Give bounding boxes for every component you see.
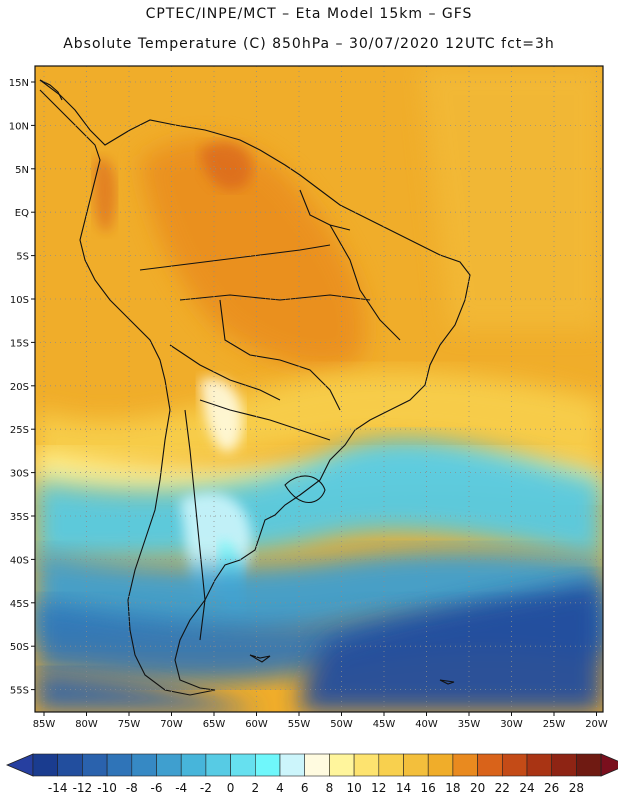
lat-label: 45S: [10, 599, 29, 610]
lat-label: 10S: [10, 295, 29, 306]
colorbar-tick-label: -8: [126, 781, 138, 795]
colorbar-swatch: [304, 753, 330, 777]
lon-label: 35W: [458, 719, 481, 730]
lat-label: 15N: [9, 78, 29, 89]
map-title-line-2: Absolute Temperature (C) 850hPa – 30/07/…: [63, 36, 555, 52]
lat-label: 50S: [10, 642, 29, 653]
colorbar-swatch: [57, 753, 83, 777]
colorbar-tick-label: -14: [48, 781, 68, 795]
colorbar-swatch: [230, 753, 256, 777]
lat-label: 25S: [10, 425, 29, 436]
lat-label: 40S: [10, 555, 29, 566]
latitude-ticks: [31, 81, 35, 691]
colorbar-tick-label: -6: [151, 781, 163, 795]
lat-label: 35S: [10, 512, 29, 523]
lat-label: 20S: [10, 382, 29, 393]
lat-label: 10N: [9, 121, 29, 132]
colorbar-tick-label: 20: [470, 781, 485, 795]
colorbar-tick-label: 16: [421, 781, 436, 795]
colorbar-tick-label: 10: [346, 781, 361, 795]
colorbar-tick-label: 18: [445, 781, 460, 795]
colorbar-swatch: [180, 753, 207, 777]
longitude-labels: 85W 80W 75W 70W 65W 60W 55W 50W 45W 40W 35W 30W 25W 2…: [33, 719, 608, 730]
colorbar-swatch: [477, 753, 503, 777]
colorbar-swatch: [82, 753, 108, 777]
colorbar-swatch: [255, 753, 281, 777]
colorbar-tick-label: 14: [396, 781, 411, 795]
lon-label: 20W: [585, 719, 608, 730]
colorbar-swatch: [156, 753, 182, 777]
lon-label: 75W: [118, 719, 141, 730]
colorbar-tick-label: 22: [495, 781, 510, 795]
lon-label: 80W: [75, 719, 98, 730]
lat-label: EQ: [15, 208, 29, 219]
lon-label: 30W: [500, 719, 523, 730]
colorbar-swatch: [403, 753, 429, 777]
colorbar-tick-label: 26: [544, 781, 559, 795]
colorbar-swatch: [501, 753, 528, 777]
colorbar-swatch: [378, 753, 404, 777]
lon-label: 50W: [330, 719, 353, 730]
colorbar-swatch: [329, 753, 355, 777]
lon-label: 65W: [203, 719, 226, 730]
map-title-line-1: CPTEC/INPE/MCT – Eta Model 15km – GFS: [145, 6, 473, 22]
lon-label: 45W: [373, 719, 396, 730]
coastline-and-borders: [39, 79, 471, 696]
lon-label: 25W: [543, 719, 566, 730]
lat-label: 30S: [10, 469, 29, 480]
colorbar: -14 -12 -10 -8 -6 -4 -2 0 2 4 6 8 10 12 14 16 18 20 22 24 26…: [5, 753, 618, 795]
colorbar-tick-label: 24: [519, 781, 534, 795]
colorbar-tick-label: -4: [175, 781, 187, 795]
temperature-field: [35, 66, 603, 712]
lat-label: 5S: [16, 252, 29, 263]
lat-label: 15S: [10, 338, 29, 349]
lon-label: 60W: [245, 719, 268, 730]
colorbar-swatch: [576, 753, 602, 777]
colorbar-tick-label: 12: [371, 781, 386, 795]
lon-label: 85W: [33, 719, 56, 730]
colorbar-tick-label: 6: [301, 781, 309, 795]
colorbar-tick-label: 4: [276, 781, 284, 795]
colorbar-tick-label: -2: [200, 781, 212, 795]
lat-label: 5N: [15, 165, 29, 176]
longitude-ticks: [43, 712, 597, 716]
colorbar-swatch: [131, 753, 157, 777]
colorbar-tick-label: 2: [251, 781, 259, 795]
colorbar-swatch: [427, 753, 454, 777]
colorbar-swatch: [551, 753, 577, 777]
lon-label: 55W: [288, 719, 311, 730]
colorbar-high-arrow: [600, 753, 618, 777]
colorbar-swatch: [452, 753, 478, 777]
colorbar-swatch: [106, 753, 133, 777]
colorbar-swatch: [353, 753, 380, 777]
colorbar-tick-label: -12: [73, 781, 93, 795]
colorbar-tick-label: 0: [227, 781, 235, 795]
colorbar-tick-label: 8: [326, 781, 334, 795]
temperature-map: 15N 10N 5N EQ 5S 10S 15S 20S 25S 30S 35S 40S 45S 50S 5…: [9, 65, 608, 730]
colorbar-swatch: [205, 753, 231, 777]
colorbar-tick-label: -10: [97, 781, 117, 795]
lon-label: 40W: [415, 719, 438, 730]
colorbar-swatch: [32, 753, 59, 777]
colorbar-low-arrow: [5, 753, 34, 777]
lat-label: 55S: [10, 686, 29, 697]
latitude-labels: 15N 10N 5N EQ 5S 10S 15S 20S 25S 30S 35S 40S 45S 50S 5…: [9, 78, 29, 697]
colorbar-tick-label: 28: [569, 781, 584, 795]
colorbar-swatch: [279, 753, 306, 777]
lon-label: 70W: [160, 719, 183, 730]
map-frame: [34, 65, 604, 713]
colorbar-swatch: [526, 753, 553, 777]
